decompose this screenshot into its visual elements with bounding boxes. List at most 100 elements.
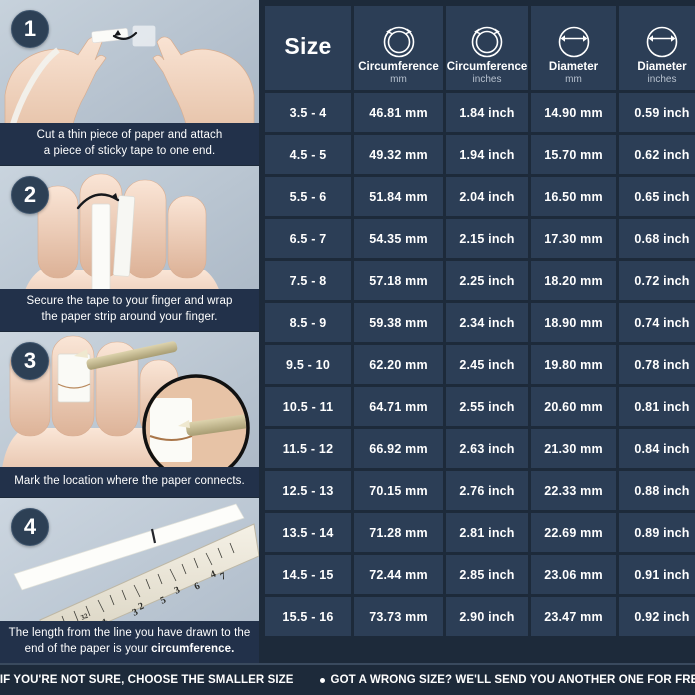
cell-value: 0.74 inch xyxy=(619,303,695,342)
cell-value: 66.92 mm xyxy=(354,429,443,468)
cell-value: 46.81 mm xyxy=(354,93,443,132)
cell-value: 22.33 mm xyxy=(531,471,616,510)
svg-text:7: 7 xyxy=(219,571,228,583)
table-row: 5.5 - 6 51.84 mm 2.04 inch 16.50 mm 0.65 inc… xyxy=(265,177,695,216)
cell-value: 57.18 mm xyxy=(354,261,443,300)
table-row: 8.5 - 9 59.38 mm 2.34 inch 18.90 mm 0.74 inc… xyxy=(265,303,695,342)
cell-value: 51.84 mm xyxy=(354,177,443,216)
step-card-1: 1 Cut a thin piece of paper and attach a… xyxy=(0,0,259,165)
cell-value: 0.88 inch xyxy=(619,471,695,510)
footer-note-1: IF YOU'RE NOT SURE, CHOOSE THE SMALLER S… xyxy=(0,674,294,686)
size-table-panel: Size xyxy=(259,0,695,663)
svg-text:3: 3 xyxy=(131,607,140,619)
cell-size: 10.5 - 11 xyxy=(265,387,351,426)
header-diameter-mm-unit: mm xyxy=(565,74,582,85)
cell-value: 0.81 inch xyxy=(619,387,695,426)
header-circumference-mm-label: Circumference xyxy=(358,60,439,73)
cell-value: 70.15 mm xyxy=(354,471,443,510)
cell-value: 17.30 mm xyxy=(531,219,616,258)
header-diameter-inches-unit: inches xyxy=(647,74,677,85)
header-size: Size xyxy=(265,6,351,90)
step-2-caption-line2: the paper strip around your finger. xyxy=(41,310,218,323)
cell-value: 0.68 inch xyxy=(619,219,695,258)
cell-value: 0.62 inch xyxy=(619,135,695,174)
table-row: 9.5 - 10 62.20 mm 2.45 inch 19.80 mm 0.78 in… xyxy=(265,345,695,384)
cell-value: 2.85 inch xyxy=(446,555,528,594)
step-3-caption-line1: Mark the location where the paper connec… xyxy=(14,474,245,487)
cell-size: 3.5 - 4 xyxy=(265,93,351,132)
cell-value: 14.90 mm xyxy=(531,93,616,132)
header-diameter-mm: Diameter mm xyxy=(531,6,616,90)
cell-value: 2.90 inch xyxy=(446,597,528,636)
cell-value: 23.06 mm xyxy=(531,555,616,594)
step-4-caption-line1: The length from the line you have drawn … xyxy=(8,627,251,640)
table-row: 12.5 - 13 70.15 mm 2.76 inch 22.33 mm 0.88 i… xyxy=(265,471,695,510)
cell-value: 21.30 mm xyxy=(531,429,616,468)
header-diameter-inches: Diameter inches xyxy=(619,6,695,90)
step-number-badge-1: 1 xyxy=(11,10,49,48)
header-diameter-inches-label: Diameter xyxy=(637,60,687,73)
cell-size: 13.5 - 14 xyxy=(265,513,351,552)
footer-note-2-text: GOT A WRONG SIZE? WE'LL SEND YOU ANOTHER… xyxy=(330,674,695,686)
step-2-caption-line1: Secure the tape to your finger and wrap xyxy=(26,295,233,308)
table-row: 15.5 - 16 73.73 mm 2.90 inch 23.47 mm 0.92 i… xyxy=(265,597,695,636)
cell-value: 59.38 mm xyxy=(354,303,443,342)
table-row: 4.5 - 5 49.32 mm 1.94 inch 15.70 mm 0.62 inc… xyxy=(265,135,695,174)
cell-value: 0.59 inch xyxy=(619,93,695,132)
table-row: 10.5 - 11 64.71 mm 2.55 inch 20.60 mm 0.81 i… xyxy=(265,387,695,426)
bullet-dot-icon xyxy=(319,677,325,683)
cell-value: 16.50 mm xyxy=(531,177,616,216)
step-2-caption: Secure the tape to your finger and wrap … xyxy=(0,289,259,331)
table-row: 6.5 - 7 54.35 mm 2.15 inch 17.30 mm 0.68 inc… xyxy=(265,219,695,258)
ring-diameter-icon xyxy=(641,22,683,60)
header-diameter-mm-label: Diameter xyxy=(548,60,599,73)
step-number-badge-3: 3 xyxy=(11,342,49,380)
step-4-caption: The length from the line you have drawn … xyxy=(0,621,259,663)
step-number-badge-4: 4 xyxy=(11,508,49,546)
cell-value: 64.71 mm xyxy=(354,387,443,426)
table-header: Size xyxy=(265,6,695,90)
svg-text:4: 4 xyxy=(209,569,218,581)
cell-size: 8.5 - 9 xyxy=(265,303,351,342)
step-card-4: 1 2 3 4 1 2 3 5 6 7 32 4 The len xyxy=(0,498,259,663)
header-circumference-inches: Circumference inches xyxy=(446,6,528,90)
cell-size: 7.5 - 8 xyxy=(265,261,351,300)
header-circumference-mm: Circumference mm xyxy=(354,6,443,90)
cell-value: 2.45 inch xyxy=(446,345,528,384)
cell-value: 2.81 inch xyxy=(446,513,528,552)
cell-value: 1.94 inch xyxy=(446,135,528,174)
cell-value: 62.20 mm xyxy=(354,345,443,384)
cell-value: 54.35 mm xyxy=(354,219,443,258)
cell-size: 15.5 - 16 xyxy=(265,597,351,636)
cell-value: 49.32 mm xyxy=(354,135,443,174)
cell-value: 73.73 mm xyxy=(354,597,443,636)
cell-value: 0.72 inch xyxy=(619,261,695,300)
cell-value: 15.70 mm xyxy=(531,135,616,174)
cell-value: 18.90 mm xyxy=(531,303,616,342)
footer-banner: IF YOU'RE NOT SURE, CHOOSE THE SMALLER S… xyxy=(0,663,695,695)
cell-value: 19.80 mm xyxy=(531,345,616,384)
cell-value: 72.44 mm xyxy=(354,555,443,594)
cell-value: 0.92 inch xyxy=(619,597,695,636)
cell-value: 0.89 inch xyxy=(619,513,695,552)
step-card-3: 3 Mark the location where the paper conn… xyxy=(0,332,259,497)
table-row: 11.5 - 12 66.92 mm 2.63 inch 21.30 mm 0.84 i… xyxy=(265,429,695,468)
header-circumference-mm-unit: mm xyxy=(390,74,407,85)
ring-diameter-icon xyxy=(553,22,595,60)
cell-value: 23.47 mm xyxy=(531,597,616,636)
step-card-2: 2 Secure the tape to your finger and wra… xyxy=(0,166,259,331)
cell-size: 14.5 - 15 xyxy=(265,555,351,594)
cell-size: 6.5 - 7 xyxy=(265,219,351,258)
cell-value: 2.34 inch xyxy=(446,303,528,342)
cell-value: 20.60 mm xyxy=(531,387,616,426)
cell-value: 18.20 mm xyxy=(531,261,616,300)
svg-text:32: 32 xyxy=(80,611,90,621)
cell-value: 22.69 mm xyxy=(531,513,616,552)
table-row: 3.5 - 4 46.81 mm 1.84 inch 14.90 mm 0.59 inc… xyxy=(265,93,695,132)
cell-value: 2.55 inch xyxy=(446,387,528,426)
cell-size: 5.5 - 6 xyxy=(265,177,351,216)
cell-value: 0.91 inch xyxy=(619,555,695,594)
cell-value: 0.84 inch xyxy=(619,429,695,468)
cell-size: 12.5 - 13 xyxy=(265,471,351,510)
